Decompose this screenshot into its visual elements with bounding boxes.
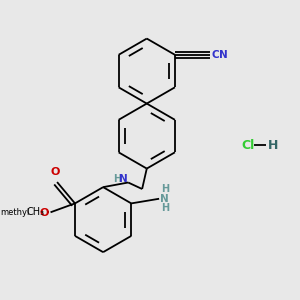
Text: Cl: Cl [242,139,255,152]
Text: O: O [39,208,49,218]
Text: CH₃: CH₃ [27,207,45,217]
Text: H: H [161,184,169,194]
Text: N: N [118,174,127,184]
Text: methyl: methyl [1,208,30,217]
Text: H: H [161,203,169,213]
Text: O: O [50,167,60,177]
Text: N: N [219,50,227,60]
Text: H: H [268,139,278,152]
Text: H: H [112,174,121,184]
Text: N: N [160,194,169,204]
Text: C: C [211,50,219,60]
